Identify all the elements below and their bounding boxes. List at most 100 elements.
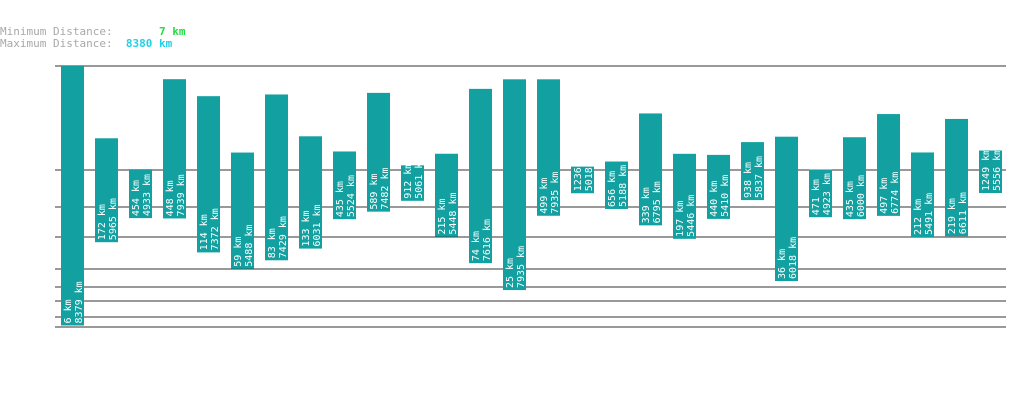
bar-max-label: 5448 km — [448, 193, 459, 235]
distance-bar — [571, 166, 594, 194]
bar-max-label: 5556 km — [992, 149, 1003, 191]
bar-group: 74 km 7616 km — [469, 88, 493, 264]
bar-min-label: 1249 km — [981, 149, 992, 191]
bar-max-label: 7482 km — [380, 167, 391, 209]
bar-min-label: 36 km — [777, 249, 788, 279]
max-distance-value: 8380 km — [112, 37, 173, 50]
bar-max-label: 7935 km — [516, 246, 527, 288]
bar-group: 656 km 5188 km — [605, 161, 629, 209]
bar-min-label: 499 km — [539, 178, 550, 214]
bar-group: 448 km 7939 km — [163, 79, 187, 219]
distance-bar — [231, 152, 254, 269]
bar-min-label: 938 km — [743, 162, 754, 198]
bar-group: 212 km 5491 km — [911, 152, 935, 238]
bar-group: 339 km 6795 km — [639, 113, 663, 226]
bar-max-label: 8379 km — [74, 281, 85, 323]
bar-max-label: 5491 km — [924, 193, 935, 235]
bar-group: 59 km 5488 km — [231, 152, 255, 269]
bar-min-label: 219 km — [947, 198, 958, 234]
bar-min-label: 339 km — [641, 187, 652, 223]
bar-min-label: 74 km — [471, 231, 482, 261]
bar-min-label: 133 km — [301, 210, 312, 246]
distance-bar — [129, 169, 152, 219]
bar-group: 1236 km 5018 km — [571, 149, 595, 194]
bar-max-label: 7935 km — [550, 172, 561, 214]
bar-group: 83 km 7429 km — [265, 94, 289, 261]
bar-group: 219 km 6611 km — [945, 118, 969, 237]
bar-min-label: 1236 km — [573, 149, 584, 191]
bar-group: 497 km 6774 km — [877, 114, 901, 216]
bar-group: 114 km 7372 km — [197, 96, 221, 253]
bar-min-label: 172 km — [97, 204, 108, 240]
bar-max-label: 7616 km — [482, 219, 493, 261]
bar-max-label: 6774 km — [890, 172, 901, 214]
bar-min-label: 114 km — [199, 214, 210, 250]
distance-bar — [435, 153, 458, 237]
distance-bar — [537, 79, 560, 216]
distance-bar — [673, 153, 696, 239]
bar-group: 435 km 5524 km — [333, 151, 357, 220]
bar-group: 435 km 6000 km — [843, 137, 867, 220]
bar-min-label: 215 km — [437, 199, 448, 235]
bar-max-label: 5965 km — [108, 198, 119, 240]
bar-max-label: 6611 km — [958, 192, 969, 234]
min-distance-value: 7 km — [112, 25, 186, 38]
distance-bar — [61, 66, 84, 326]
bar-min-label: 471 km — [811, 179, 822, 215]
bar-group: 938 km 5837 km — [741, 142, 765, 201]
bar-max-label: 5188 km — [618, 165, 629, 207]
bar-min-label: 589 km — [369, 174, 380, 210]
distance-bar — [605, 161, 628, 209]
bar-max-label: 5488 km — [244, 225, 255, 267]
bar-group: 440 km 5410 km — [707, 154, 731, 219]
bar-max-label: 6795 km — [652, 181, 663, 223]
min-distance-label: Minimum Distance: — [0, 25, 113, 38]
bar-group: 197 km 5446 km — [673, 153, 697, 239]
distance-bar — [197, 96, 220, 253]
distance-bar — [809, 169, 832, 218]
bar-min-label: 59 km — [233, 237, 244, 267]
bar-max-label: 5410 km — [720, 175, 731, 217]
bar-max-label: 6018 km — [788, 237, 799, 279]
distance-bar — [741, 142, 764, 201]
bar-min-label: 912 km — [403, 163, 414, 199]
bar-min-label: 454 km — [131, 180, 142, 216]
bar-min-label: 440 km — [709, 181, 720, 217]
distance-bar — [163, 79, 186, 219]
bar-group: 589 km 7482 km — [367, 92, 391, 212]
bar-max-label: 5837 km — [754, 156, 765, 198]
bar-min-label: 83 km — [267, 228, 278, 258]
bar-max-label: 5061 km — [414, 157, 425, 199]
bar-group: 912 km 5061 km — [401, 157, 425, 201]
bar-max-label: 7372 km — [210, 208, 221, 250]
bar-group: 454 km 4933 km — [129, 169, 153, 219]
bar-group: 499 km 7935 km — [537, 79, 561, 216]
bar-group: 1249 km 5556 km — [979, 149, 1003, 193]
distance-bar — [333, 151, 356, 220]
bar-min-label: 212 km — [913, 199, 924, 235]
max-distance-label: Maximum Distance: — [0, 37, 113, 50]
bar-max-label: 4933 km — [142, 174, 153, 216]
bar-min-label: 197 km — [675, 201, 686, 237]
distance-bar — [979, 150, 1002, 193]
bar-min-label: 448 km — [165, 180, 176, 216]
bar-min-label: 6 km — [63, 299, 74, 323]
bar-max-label: 7939 km — [176, 174, 187, 216]
bar-min-label: 656 km — [607, 171, 618, 207]
distance-bar — [877, 114, 900, 216]
bar-max-label: 5446 km — [686, 195, 697, 237]
bar-min-label: 435 km — [335, 181, 346, 217]
bar-group: 215 km 5448 km — [435, 153, 459, 237]
bar-max-label: 5524 km — [346, 175, 357, 217]
bar-max-label: 7429 km — [278, 216, 289, 258]
bar-group: 172 km 5965 km — [95, 138, 119, 243]
distance-bar — [265, 94, 288, 261]
bar-min-label: 497 km — [879, 178, 890, 214]
min-distance-row: Minimum Distance: 7 km — [0, 25, 185, 38]
bar-group: 133 km 6031 km — [299, 136, 323, 249]
distance-bar — [639, 113, 662, 226]
bar-group: 25 km 7935 km — [503, 79, 527, 291]
distance-bar — [775, 136, 798, 282]
distance-bar — [707, 154, 730, 219]
